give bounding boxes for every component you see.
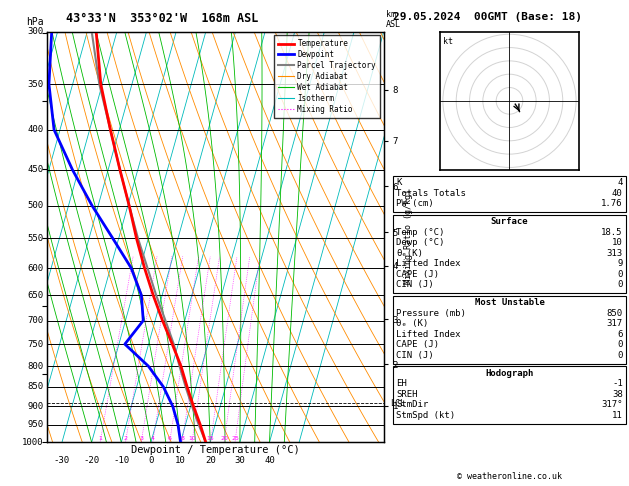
Text: 650: 650 (28, 291, 44, 300)
Text: 10: 10 (612, 238, 623, 247)
Text: 0: 0 (617, 270, 623, 279)
Text: Totals Totals: Totals Totals (396, 189, 466, 198)
Text: 40: 40 (612, 189, 623, 198)
Text: StmDir: StmDir (396, 400, 428, 409)
Text: 4: 4 (617, 178, 623, 188)
Text: LCL: LCL (391, 399, 406, 408)
Text: Lifted Index: Lifted Index (396, 259, 461, 268)
Text: CIN (J): CIN (J) (396, 351, 434, 360)
Text: © weatheronline.co.uk: © weatheronline.co.uk (457, 472, 562, 481)
Text: 900: 900 (28, 402, 44, 411)
Text: 450: 450 (28, 165, 44, 174)
Text: 38: 38 (612, 390, 623, 399)
Text: -30: -30 (54, 456, 70, 465)
Text: 0: 0 (617, 351, 623, 360)
Text: Lifted Index: Lifted Index (396, 330, 461, 339)
Text: StmSpd (kt): StmSpd (kt) (396, 411, 455, 420)
Text: 1000: 1000 (22, 438, 44, 447)
Text: 350: 350 (28, 80, 44, 88)
Text: 11: 11 (612, 411, 623, 420)
Text: CAPE (J): CAPE (J) (396, 270, 439, 279)
Text: CAPE (J): CAPE (J) (396, 340, 439, 349)
Text: 300: 300 (28, 27, 44, 36)
Text: 400: 400 (28, 125, 44, 134)
Text: 25: 25 (231, 435, 239, 440)
Text: -1: -1 (612, 379, 623, 388)
Text: 800: 800 (28, 362, 44, 371)
Text: 29.05.2024  00GMT (Base: 18): 29.05.2024 00GMT (Base: 18) (393, 12, 582, 22)
Text: SREH: SREH (396, 390, 418, 399)
Text: 20: 20 (220, 435, 228, 440)
Text: 700: 700 (28, 316, 44, 325)
Text: 317°: 317° (601, 400, 623, 409)
Text: Dewp (°C): Dewp (°C) (396, 238, 445, 247)
Text: 0: 0 (617, 280, 623, 289)
Text: 18.5: 18.5 (601, 228, 623, 237)
X-axis label: Dewpoint / Temperature (°C): Dewpoint / Temperature (°C) (131, 445, 300, 455)
Text: 0: 0 (148, 456, 153, 465)
Text: 950: 950 (28, 420, 44, 429)
Text: 4: 4 (151, 435, 155, 440)
Text: -20: -20 (84, 456, 100, 465)
Text: K: K (396, 178, 402, 188)
Text: km
ASL: km ASL (386, 10, 401, 29)
Text: 850: 850 (28, 382, 44, 391)
Text: 10: 10 (175, 456, 186, 465)
Text: 313: 313 (606, 249, 623, 258)
Text: Hodograph: Hodograph (486, 369, 533, 378)
Text: 43°33'N  353°02'W  168m ASL: 43°33'N 353°02'W 168m ASL (66, 12, 259, 25)
Text: 30: 30 (235, 456, 245, 465)
Text: 1: 1 (98, 435, 102, 440)
Text: 20: 20 (205, 456, 216, 465)
Text: Temp (°C): Temp (°C) (396, 228, 445, 237)
Text: 9: 9 (617, 259, 623, 268)
Text: hPa: hPa (26, 17, 44, 27)
Text: Most Unstable: Most Unstable (474, 298, 545, 308)
Text: θₑ (K): θₑ (K) (396, 319, 428, 329)
Text: 500: 500 (28, 201, 44, 210)
Text: 1.76: 1.76 (601, 199, 623, 208)
Text: 317: 317 (606, 319, 623, 329)
Text: 8: 8 (180, 435, 184, 440)
Text: 40: 40 (264, 456, 275, 465)
Text: 550: 550 (28, 234, 44, 243)
Legend: Temperature, Dewpoint, Parcel Trajectory, Dry Adiabat, Wet Adiabat, Isotherm, Mi: Temperature, Dewpoint, Parcel Trajectory… (274, 35, 380, 118)
Text: θₑ(K): θₑ(K) (396, 249, 423, 258)
Text: 850: 850 (606, 309, 623, 318)
Text: 600: 600 (28, 263, 44, 273)
Text: EH: EH (396, 379, 407, 388)
Text: 15: 15 (207, 435, 214, 440)
Text: Pressure (mb): Pressure (mb) (396, 309, 466, 318)
Text: PW (cm): PW (cm) (396, 199, 434, 208)
Text: 750: 750 (28, 340, 44, 348)
Text: 3: 3 (139, 435, 143, 440)
Text: CIN (J): CIN (J) (396, 280, 434, 289)
Text: -10: -10 (113, 456, 130, 465)
Text: Surface: Surface (491, 217, 528, 226)
Text: kt: kt (443, 37, 453, 46)
Text: 2: 2 (123, 435, 128, 440)
Y-axis label: Mixing Ratio (g/kg): Mixing Ratio (g/kg) (404, 190, 413, 284)
Text: 0: 0 (617, 340, 623, 349)
Text: 10: 10 (188, 435, 196, 440)
Text: 6: 6 (168, 435, 172, 440)
Text: 6: 6 (617, 330, 623, 339)
